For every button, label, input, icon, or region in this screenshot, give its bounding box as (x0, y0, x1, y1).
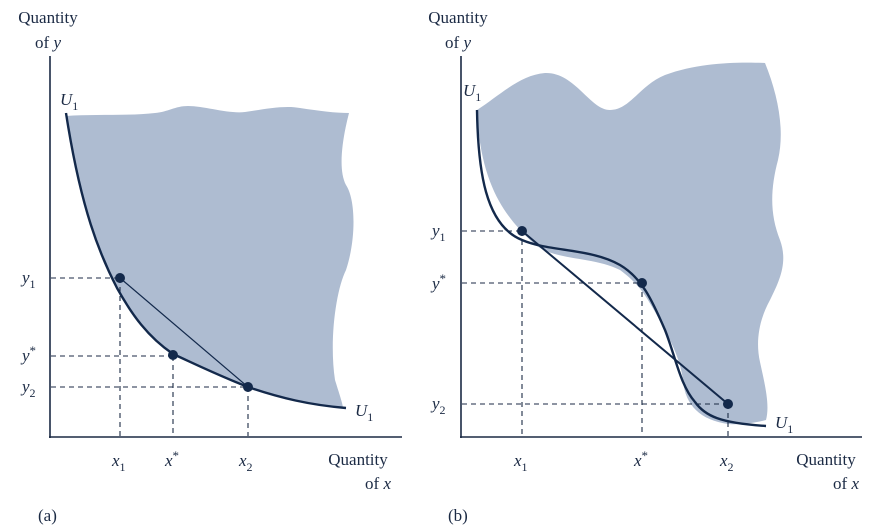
x-tick-x1-a: x1 (111, 451, 126, 474)
x-tick-xstar-a: x* (164, 448, 179, 470)
preferred-region-b (477, 62, 784, 425)
y-axis-label-line1-b: Quantity (428, 8, 488, 27)
y-tick-y2-a: y2 (20, 377, 36, 400)
point-x2-y2-a (243, 382, 253, 392)
point-x1-y1-a (115, 273, 125, 283)
panel-a: Quantity of y Quantity of x U1 U1 y1 y* … (18, 8, 402, 525)
point-xstar-ystar-b (637, 278, 647, 288)
y-axis-label-line2-a: of y (35, 33, 61, 52)
y-tick-y1-b: y1 (430, 221, 446, 244)
panel-tag-b: (b) (448, 506, 468, 525)
preferred-region-a (66, 106, 354, 408)
x-tick-x2-a: x2 (238, 451, 253, 474)
x-tick-x2-b: x2 (719, 451, 734, 474)
point-x1-y1-b (517, 226, 527, 236)
x-axis-label-line1-b: Quantity (796, 450, 856, 469)
point-xstar-ystar-a (168, 350, 178, 360)
chord-a (119, 277, 249, 388)
y-tick-y1-a: y1 (20, 268, 36, 291)
x-axis-label-line2-b: of x (833, 474, 859, 493)
y-tick-ystar-b: y* (430, 271, 446, 293)
y-axis-label-line2-b: of y (445, 33, 471, 52)
y-tick-ystar-a: y* (20, 343, 36, 365)
x-tick-x1-b: x1 (513, 451, 528, 474)
x-axis-label-line1-a: Quantity (328, 450, 388, 469)
indifference-curve-b (475, 109, 767, 428)
curve-label-end-a: U1 (355, 401, 373, 424)
curve-label-top-b: U1 (463, 81, 481, 104)
panel-b: Quantity of y Quantity of x U1 U1 y1 y* … (428, 8, 862, 525)
curve-label-top-a: U1 (60, 90, 78, 113)
chord-b (521, 230, 729, 405)
y-axis-label-line1-a: Quantity (18, 8, 78, 27)
panel-tag-a: (a) (38, 506, 57, 525)
y-tick-y2-b: y2 (430, 394, 446, 417)
point-x2-y2-b (723, 399, 733, 409)
x-tick-xstar-b: x* (633, 448, 648, 470)
curve-label-end-b: U1 (775, 413, 793, 436)
indifference-curve-a (64, 112, 347, 410)
x-axis-label-line2-a: of x (365, 474, 391, 493)
